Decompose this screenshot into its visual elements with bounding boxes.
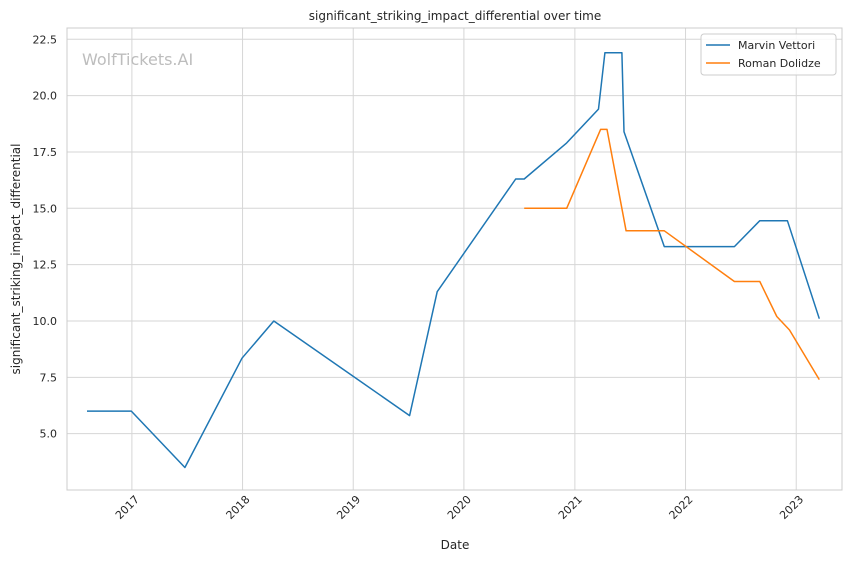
- legend-label: Marvin Vettori: [738, 39, 815, 52]
- x-tick-label: 2022: [667, 493, 696, 522]
- grid-lines: [67, 28, 842, 490]
- series-line-1: [87, 52, 821, 469]
- y-tick-label: 5.0: [40, 428, 58, 441]
- x-tick-label: 2017: [113, 493, 142, 522]
- chart-title: significant_striking_impact_differential…: [309, 9, 601, 23]
- x-tick-label: 2019: [334, 493, 363, 522]
- x-tick-label: 2023: [777, 493, 806, 522]
- x-tick-label: 2018: [224, 493, 253, 522]
- legend-label: Roman Dolidze: [738, 57, 821, 70]
- y-tick-label: 17.5: [33, 146, 58, 159]
- y-axis-label: significant_striking_impact_differential: [9, 144, 23, 375]
- y-tick-label: 12.5: [33, 259, 58, 272]
- legend-box: [700, 33, 837, 76]
- y-tick-label: 20.0: [33, 90, 58, 103]
- x-axis-label: Date: [441, 538, 470, 552]
- y-tick-label: 7.5: [40, 371, 58, 384]
- x-tick-label: 2020: [445, 493, 474, 522]
- watermark: WolfTickets.AI: [82, 50, 193, 69]
- legend-entries: Marvin Vettori Roman Dolidze: [706, 39, 821, 70]
- series-lines: [87, 52, 821, 469]
- y-tick-label: 22.5: [33, 33, 58, 46]
- series-line-2: [524, 128, 820, 380]
- x-tick-labels: 2017 2018 2019 2020 2021 2022 2023: [113, 493, 806, 522]
- plot-frame: [66, 27, 843, 491]
- x-tick-label: 2021: [556, 493, 585, 522]
- y-tick-label: 15.0: [33, 202, 58, 215]
- y-tick-label: 10.0: [33, 315, 58, 328]
- y-tick-labels: 5.0 7.5 10.0 12.5 15.0 17.5 20.0 22.5: [33, 33, 58, 440]
- legend: Marvin Vettori Roman Dolidze: [700, 33, 837, 76]
